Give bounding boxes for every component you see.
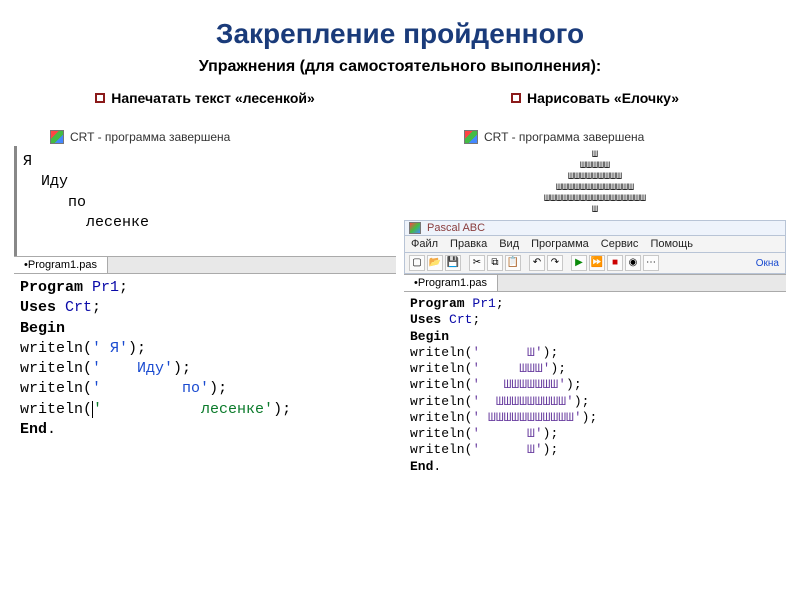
slide-title: Закрепление пройденного xyxy=(0,0,800,58)
toolbar-separator xyxy=(463,255,467,271)
ide-titlebar: Pascal ABC xyxy=(404,220,786,236)
left-column: Напечатать текст «лесенкой» CRT - програ… xyxy=(14,90,396,479)
right-task-text: Нарисовать «Елочку» xyxy=(527,90,679,106)
tool-redo-icon[interactable]: ↷ xyxy=(547,255,563,271)
crt-icon xyxy=(50,130,64,144)
menu-file[interactable]: Файл xyxy=(411,238,438,250)
pascal-icon xyxy=(409,222,421,234)
tool-undo-icon[interactable]: ↶ xyxy=(529,255,545,271)
toolbar-separator xyxy=(565,255,569,271)
tool-breakpoint-icon[interactable]: ◉ xyxy=(625,255,641,271)
tool-copy-icon[interactable]: ⧉ xyxy=(487,255,503,271)
left-code: Program Pr1; Uses Crt; Begin writeln(' Я… xyxy=(14,274,396,444)
crt-label-right: CRT - программа завершена xyxy=(484,130,644,144)
crt-title-right: CRT - программа завершена xyxy=(404,128,786,146)
bullet-icon xyxy=(95,93,105,103)
left-task-label: Напечатать текст «лесенкой» xyxy=(14,90,396,124)
windows-label[interactable]: Окна xyxy=(754,258,781,269)
right-column: Нарисовать «Елочку» CRT - программа заве… xyxy=(404,90,786,479)
menu-view[interactable]: Вид xyxy=(499,238,519,250)
right-tab-strip: •Program1.pas xyxy=(404,274,786,292)
tool-cut-icon[interactable]: ✂ xyxy=(469,255,485,271)
ide-title: Pascal ABC xyxy=(427,222,485,234)
right-task-label: Нарисовать «Елочку» xyxy=(404,90,786,124)
crt-title-left: CRT - программа завершена xyxy=(14,128,396,146)
left-tab[interactable]: •Program1.pas xyxy=(14,257,108,273)
tool-open-icon[interactable]: 📂 xyxy=(427,255,443,271)
slide-subtitle: Упражнения (для самостоятельного выполне… xyxy=(0,58,800,90)
toolbar-separator xyxy=(523,255,527,271)
tool-more-icon[interactable]: ⋯ xyxy=(643,255,659,271)
menu-edit[interactable]: Правка xyxy=(450,238,487,250)
menu-service[interactable]: Сервис xyxy=(601,238,639,250)
right-tab[interactable]: •Program1.pas xyxy=(404,275,498,291)
crt-label-left: CRT - программа завершена xyxy=(70,130,230,144)
bullet-icon xyxy=(511,93,521,103)
right-code: Program Pr1; Uses Crt; Begin writeln(' Ш… xyxy=(404,292,786,479)
left-tab-strip: •Program1.pas xyxy=(14,256,396,274)
crt-icon xyxy=(464,130,478,144)
tool-save-icon[interactable]: 💾 xyxy=(445,255,461,271)
ide-menubar: Файл Правка Вид Программа Сервис Помощь xyxy=(404,236,786,252)
tool-run-icon[interactable]: ▶ xyxy=(571,255,587,271)
tool-step-icon[interactable]: ⏩ xyxy=(589,255,605,271)
left-output: Я Иду по лесенке xyxy=(14,146,396,256)
tool-new-icon[interactable]: ▢ xyxy=(409,255,425,271)
right-output-tree: Ш ШШШШШ ШШШШШШШШШ ШШШШШШШШШШШШШ ШШШШШШШШ… xyxy=(404,146,786,220)
menu-help[interactable]: Помощь xyxy=(650,238,693,250)
tool-paste-icon[interactable]: 📋 xyxy=(505,255,521,271)
tool-stop-icon[interactable]: ■ xyxy=(607,255,623,271)
ide-toolbar: ▢ 📂 💾 ✂ ⧉ 📋 ↶ ↷ ▶ ⏩ ■ ◉ ⋯ Окна xyxy=(404,252,786,274)
left-task-text: Напечатать текст «лесенкой» xyxy=(111,90,315,106)
menu-program[interactable]: Программа xyxy=(531,238,589,250)
